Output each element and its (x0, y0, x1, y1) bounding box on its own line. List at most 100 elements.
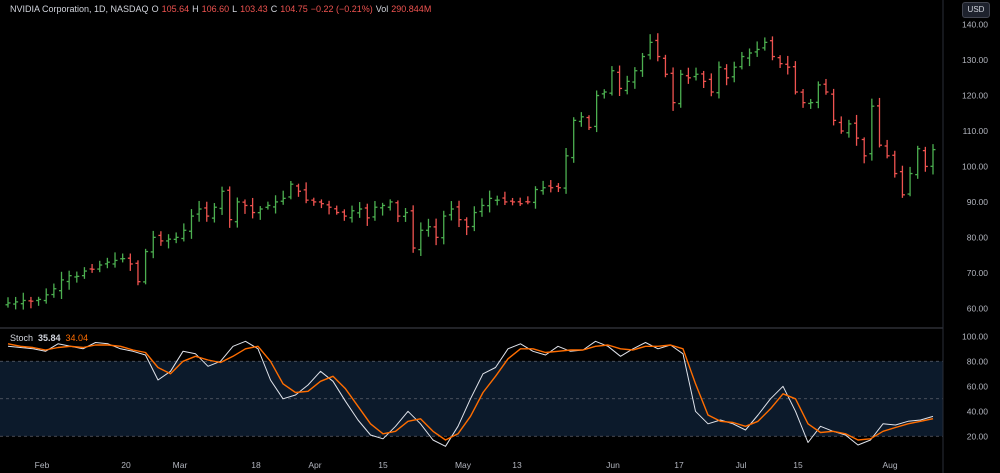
ohlc-bar (731, 61, 737, 83)
ohlc-bar (227, 186, 233, 228)
close-label: C (270, 4, 278, 14)
ohlc-bar (907, 166, 913, 197)
ohlc-bar (479, 198, 485, 217)
change-value: −0.22 (−0.21%) (310, 4, 373, 14)
ohlc-bar (5, 297, 11, 308)
ohlc-bar (831, 88, 837, 126)
open-value: 105.64 (161, 4, 190, 14)
currency-button[interactable]: USD (962, 2, 990, 18)
ohlc-bar (166, 234, 172, 249)
stoch-tick-label: 20.00 (967, 431, 989, 441)
ohlc-bar (127, 253, 133, 271)
high-value: 106.60 (201, 4, 230, 14)
ohlc-bar (800, 89, 806, 108)
ohlc-bar (838, 116, 844, 134)
ohlc-bar (601, 89, 607, 99)
ohlc-bar (487, 190, 493, 213)
ohlc-bar (295, 183, 301, 197)
price-tick-label: 100.00 (962, 161, 988, 171)
ohlc-bar (395, 200, 401, 223)
time-tick-label: 18 (251, 460, 261, 470)
ohlc-bar (211, 203, 217, 223)
ohlc-bar (617, 65, 623, 97)
ohlc-bar (701, 70, 707, 89)
symbol-title[interactable]: NVIDIA Corporation, 1D, NASDAQ (10, 4, 149, 14)
ohlc-bar (43, 288, 49, 304)
ohlc-bar (548, 180, 554, 193)
ohlc-bar (624, 75, 630, 95)
ohlc-bar (143, 248, 149, 285)
ohlc-bar (425, 218, 431, 237)
ohlc-bar (464, 217, 470, 236)
ohlc-bar (456, 200, 462, 228)
price-axis[interactable]: 60.00 70.00 80.00 90.00 100.00 110.00 120.00 13… (962, 20, 988, 314)
ohlc-bar (693, 67, 699, 81)
ohlc-bar (257, 206, 263, 220)
ohlc-bar (104, 257, 110, 269)
stoch-k-value: 35.84 (38, 333, 61, 343)
ohlc-bar (20, 292, 26, 310)
stoch-name: Stoch (10, 333, 34, 343)
time-axis[interactable]: Feb 20 Mar 18 Apr 15 May 13 Jun 17 Jul 15 Aug (35, 460, 898, 470)
ohlc-bar (150, 230, 156, 259)
stoch-axis[interactable]: 20.00 40.00 60.00 80.00 100.00 (962, 331, 988, 441)
ohlc-bar (66, 270, 72, 290)
ohlc-bar (532, 186, 538, 209)
time-tick-label: Feb (35, 460, 50, 470)
time-tick-label: 13 (512, 460, 522, 470)
ohlc-bar (930, 144, 936, 175)
ohlc-bar (234, 197, 240, 228)
price-tick-label: 120.00 (962, 91, 988, 101)
ohlc-bar (685, 67, 691, 84)
price-tick-label: 90.00 (967, 197, 989, 207)
ohlc-bar (678, 69, 684, 108)
ohlc-bar (571, 117, 577, 163)
ohlc-bar (341, 209, 347, 221)
ohlc-bar (777, 55, 783, 69)
ohlc-bar (51, 283, 57, 298)
ohlc-bar (540, 180, 546, 195)
ohlc-bar (785, 55, 791, 75)
ohlc-bar (502, 191, 508, 206)
ohlc-bar (517, 197, 523, 206)
ohlc-bar (525, 196, 531, 205)
ohlc-bar (181, 223, 187, 242)
stoch-k-line (7, 340, 934, 447)
ohlc-bar (662, 54, 668, 78)
ohlc-bar (899, 165, 905, 198)
ohlc-bar (158, 231, 164, 246)
ohlc-bar (326, 200, 332, 215)
ohlc-bar (586, 115, 592, 130)
ohlc-bar (861, 137, 867, 164)
stoch-d-value: 34.04 (65, 333, 89, 343)
ohlc-bar (273, 195, 279, 214)
ohlc-bar (869, 98, 875, 161)
time-tick-label: Jun (606, 460, 620, 470)
ohlc-bar (846, 119, 852, 138)
ohlc-bar (349, 205, 355, 223)
ohlc-bar (318, 199, 324, 209)
ohlc-bar (640, 52, 646, 77)
stoch-legend[interactable]: Stoch 35.84 34.04 (10, 333, 88, 343)
ohlc-bar (112, 252, 118, 268)
ohlc-bar (471, 206, 477, 232)
time-tick-label: 20 (121, 460, 131, 470)
ohlc-bar (303, 182, 309, 204)
stoch-tick-label: 60.00 (967, 381, 989, 391)
ohlc-bar (808, 98, 814, 109)
ohlc-bar (854, 114, 860, 146)
stochastic-pane (0, 340, 943, 447)
ohlc-bar (311, 197, 317, 206)
ohlc-bar (357, 202, 363, 218)
ohlc-bar (288, 180, 294, 200)
stoch-d-line (7, 343, 934, 441)
ohlc-bar (196, 200, 202, 222)
ohlc-bar (372, 201, 378, 221)
ohlc-bar (876, 97, 882, 148)
ohlc-bar (97, 260, 103, 273)
ohlc-bar (578, 112, 584, 127)
ohlc-bar (494, 195, 500, 206)
ohlc-bar (441, 210, 447, 245)
ohlc-bar (120, 253, 126, 263)
